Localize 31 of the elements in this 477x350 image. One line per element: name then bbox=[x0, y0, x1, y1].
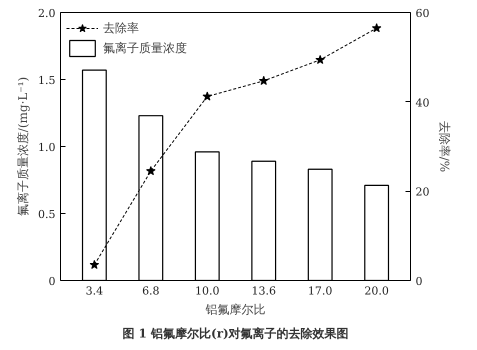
y2-tick-label: 60 bbox=[416, 7, 430, 20]
legend-label: 去除率 bbox=[103, 20, 139, 36]
point bbox=[90, 260, 100, 270]
y-tick-label: 0.5 bbox=[38, 208, 56, 221]
bar bbox=[194, 151, 220, 280]
x-tick-label: 10.0 bbox=[195, 284, 220, 298]
bar bbox=[251, 160, 276, 280]
y2-tick-label: 40 bbox=[416, 96, 430, 110]
x-tick-label: 13.6 bbox=[251, 284, 276, 298]
x-tick-label: 20.0 bbox=[364, 284, 389, 298]
point bbox=[146, 166, 156, 176]
x-tick-label: 3.4 bbox=[86, 284, 104, 298]
y2-tick-label: 20 bbox=[416, 186, 430, 199]
x-tick-label: 17.0 bbox=[308, 284, 332, 298]
bar bbox=[308, 168, 333, 280]
point bbox=[315, 54, 325, 64]
y-tick-label: 0 bbox=[48, 275, 56, 288]
caption: 图 1 铝氟摩尔比(r)对氟离子的去除效果图 bbox=[122, 326, 349, 340]
point bbox=[258, 76, 269, 85]
point bbox=[202, 91, 212, 101]
point bbox=[372, 23, 382, 32]
x-tick-label: 6.8 bbox=[142, 284, 160, 298]
y2-axis-title: 去除率/% bbox=[437, 120, 452, 172]
y-tick-label: 1.5 bbox=[38, 74, 56, 87]
y-tick-label: 2.0 bbox=[38, 7, 56, 20]
legend-label: 氟离子质量浓度 bbox=[103, 40, 187, 56]
bar bbox=[364, 184, 390, 280]
y2-tick-label: 0 bbox=[416, 275, 422, 288]
x-axis-title: 铝氟摩尔比 bbox=[204, 302, 266, 316]
y-tick-label: 1.0 bbox=[38, 141, 56, 154]
y-axis-title: 氟离子质量浓度/(mg·L⁻¹) bbox=[16, 76, 30, 216]
